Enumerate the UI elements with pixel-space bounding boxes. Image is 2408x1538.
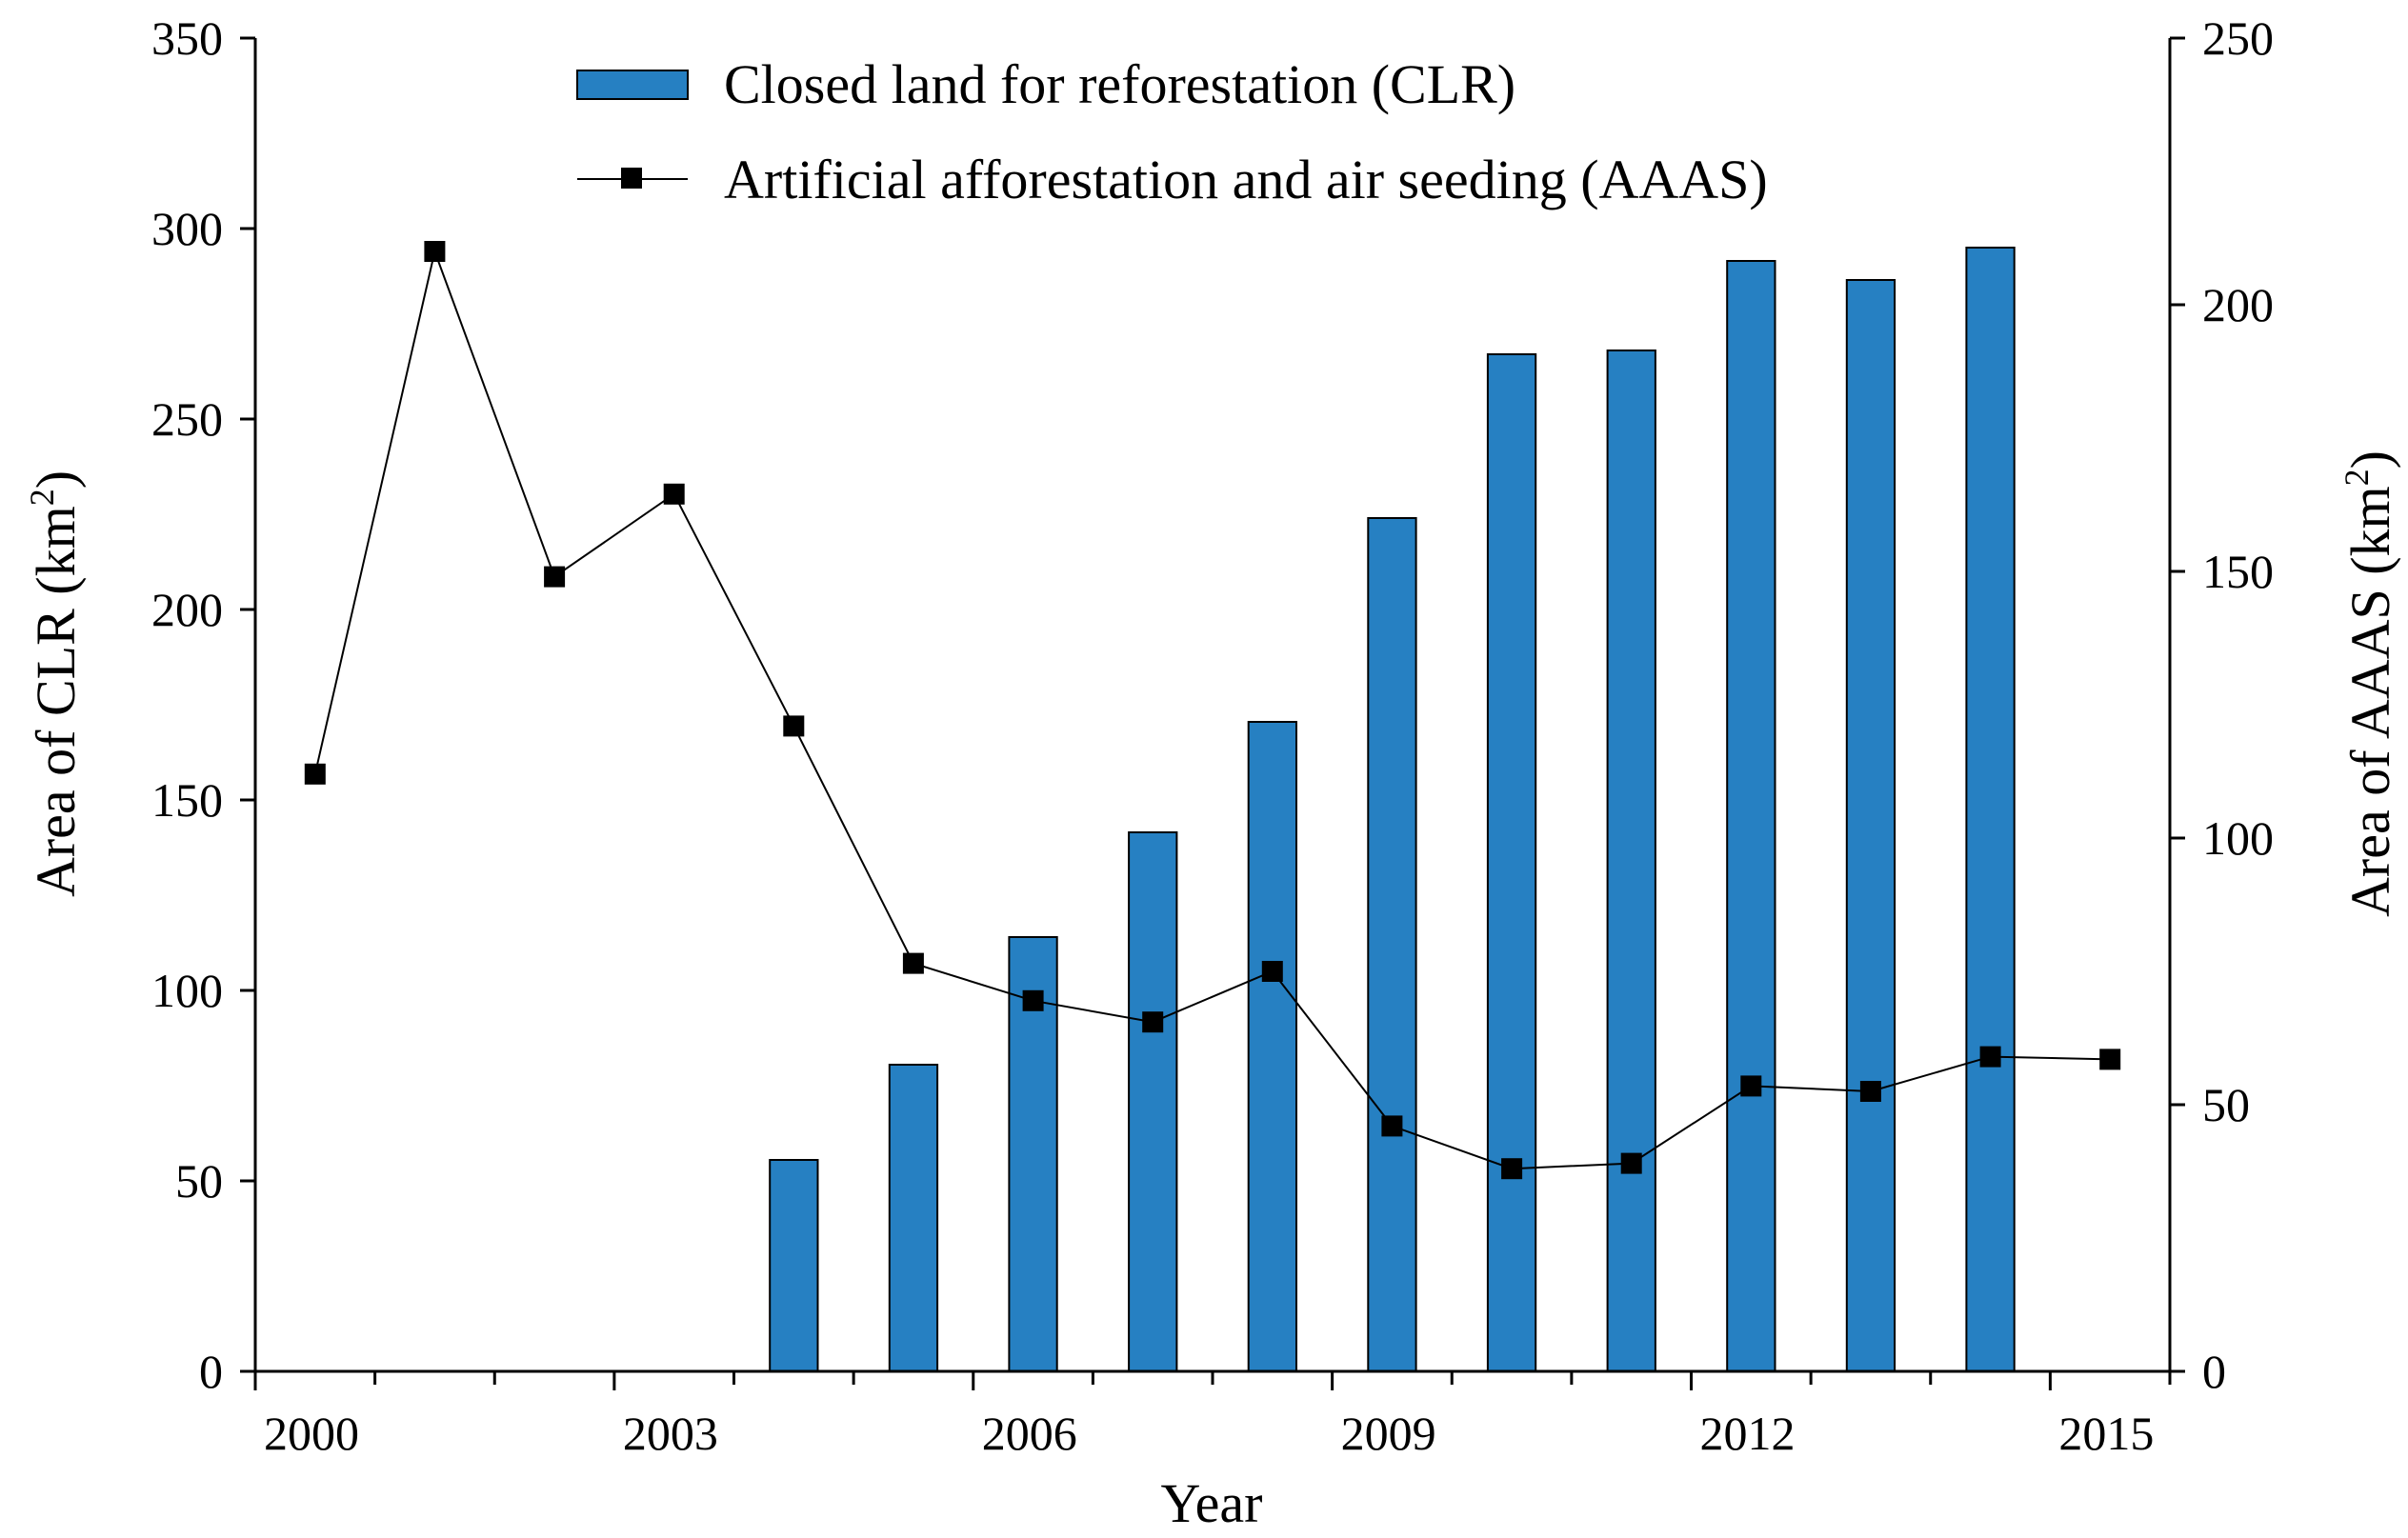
x-tick-label-2015: 2015 xyxy=(2058,1407,2154,1460)
clr-bar-2013 xyxy=(1845,279,1896,1372)
left-axis-title-text: Area of CLR (km xyxy=(25,506,87,897)
x-tick-label-2006: 2006 xyxy=(982,1407,1077,1460)
x-tick-label-2003: 2003 xyxy=(623,1407,718,1460)
right-axis-title: Area of AAAS (km2) xyxy=(2338,450,2401,917)
aaas-point-2000 xyxy=(304,763,326,785)
aaas-point-2002 xyxy=(544,566,566,588)
right-axis-ticks: 0 50 100 150 200 250 xyxy=(2170,11,2274,1398)
right-tick-label-100: 100 xyxy=(2202,811,2274,865)
aaas-point-2003 xyxy=(663,483,685,505)
aaas-point-2014 xyxy=(1979,1046,2001,1068)
aaas-point-2012 xyxy=(1740,1075,1762,1097)
aaas-point-2008 xyxy=(1261,961,1283,982)
legend-label-clr: Closed land for reforestation (CLR) xyxy=(724,53,1515,115)
left-axis-ticks: 0 50 100 150 200 250 300 350 xyxy=(151,11,255,1398)
right-tick-label-50: 50 xyxy=(2202,1078,2250,1131)
aaas-point-2011 xyxy=(1620,1152,1642,1174)
aaas-point-2010 xyxy=(1501,1158,1523,1180)
legend-swatch-aaas-marker xyxy=(621,168,642,189)
clr-bar-2005 xyxy=(888,1064,939,1372)
aaas-point-2004 xyxy=(783,715,805,737)
aaas-point-2009 xyxy=(1381,1115,1403,1137)
right-axis-title-close: ) xyxy=(2339,450,2401,469)
aaas-point-2005 xyxy=(902,952,924,974)
right-tick-label-0: 0 xyxy=(2202,1345,2226,1398)
left-tick-label-300: 300 xyxy=(151,202,223,255)
right-tick-label-200: 200 xyxy=(2202,278,2274,331)
legend-label-aaas: Artificial afforestation and air seeding… xyxy=(724,149,1768,210)
aaas-point-2007 xyxy=(1142,1011,1164,1033)
clr-bar-2008 xyxy=(1247,721,1297,1372)
clr-bar-2007 xyxy=(1128,831,1178,1372)
x-axis-ticks: 2000 2003 2006 2009 2012 2015 xyxy=(253,1371,2172,1460)
right-tick-label-250: 250 xyxy=(2202,11,2274,65)
left-tick-label-150: 150 xyxy=(151,773,223,827)
aaas-point-2006 xyxy=(1022,989,1044,1011)
left-tick-label-50: 50 xyxy=(175,1154,223,1208)
left-tick-label-200: 200 xyxy=(151,583,223,636)
x-axis-title: Year xyxy=(1161,1472,1263,1534)
clr-bar-2012 xyxy=(1726,260,1776,1372)
left-axis-title-close: ) xyxy=(25,470,87,489)
aaas-point-2001 xyxy=(424,241,446,262)
aaas-line-series xyxy=(304,241,2121,1180)
clr-bar-2011 xyxy=(1606,350,1656,1372)
clr-bar-2014 xyxy=(1965,247,2016,1372)
left-tick-label-250: 250 xyxy=(151,392,223,446)
left-tick-label-0: 0 xyxy=(199,1345,223,1398)
clr-bar-2004 xyxy=(769,1159,819,1372)
legend: Closed land for reforestation (CLR) Arti… xyxy=(576,53,1768,210)
clr-bar-2010 xyxy=(1486,353,1537,1372)
clr-bars xyxy=(769,247,2016,1372)
right-axis-title-sup: 2 xyxy=(2338,469,2376,486)
left-axis-title-sup: 2 xyxy=(23,489,61,506)
right-tick-label-150: 150 xyxy=(2202,545,2274,598)
x-tick-label-2000: 2000 xyxy=(264,1407,359,1460)
right-axis-title-text: Area of AAAS (km xyxy=(2339,486,2401,917)
legend-swatch-clr xyxy=(576,70,689,100)
x-tick-label-2012: 2012 xyxy=(1700,1407,1796,1460)
left-tick-label-350: 350 xyxy=(151,11,223,65)
left-axis-title: Area of CLR (km2) xyxy=(23,470,87,897)
x-tick-label-2009: 2009 xyxy=(1341,1407,1436,1460)
aaas-point-2015 xyxy=(2099,1049,2121,1070)
aaas-point-2013 xyxy=(1859,1081,1881,1102)
aaas-line xyxy=(313,248,2111,1170)
clr-bar-2009 xyxy=(1367,517,1417,1372)
left-tick-label-100: 100 xyxy=(151,964,223,1017)
